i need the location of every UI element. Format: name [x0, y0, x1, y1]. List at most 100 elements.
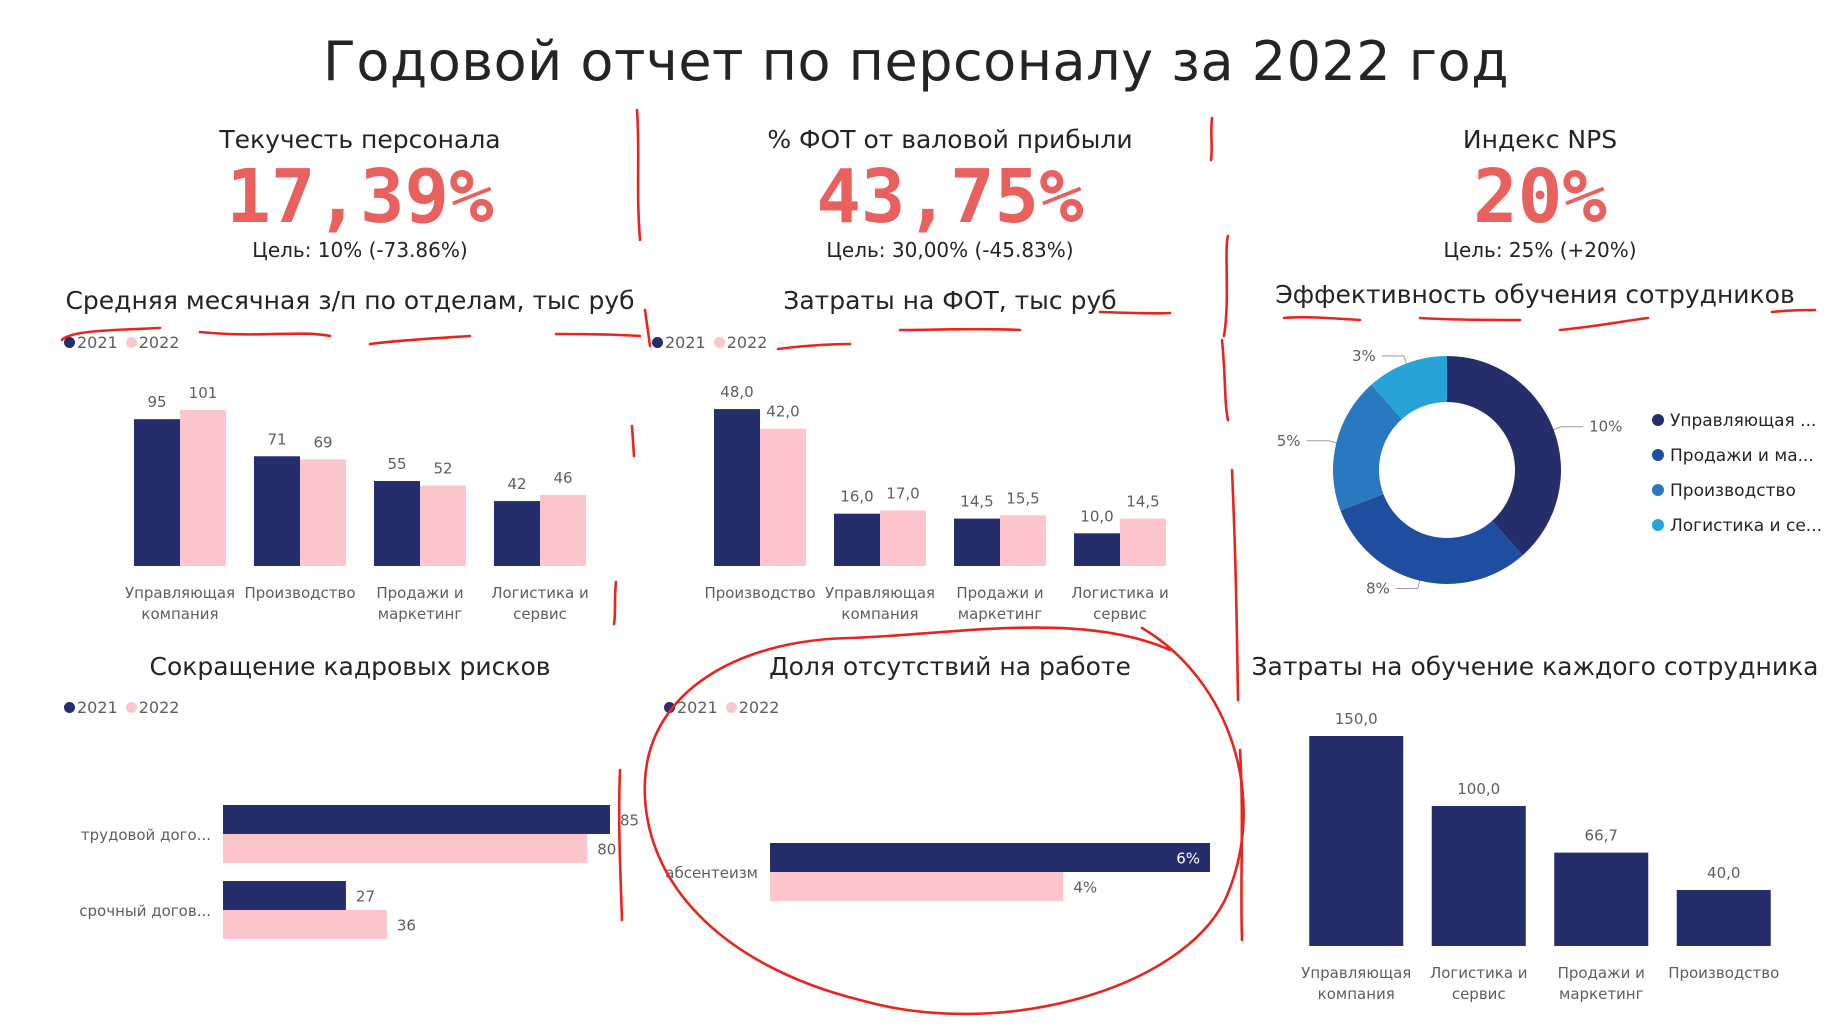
salary-bar-2022-2[interactable]	[420, 485, 466, 566]
fot-data-label: 10,0	[1080, 507, 1113, 525]
cost-category-label: Продажи и	[1558, 964, 1645, 982]
payroll-legend[interactable]: 2021 2022	[652, 333, 775, 352]
risks-chart-title: Сокращение кадровых рисков	[149, 652, 551, 681]
cost-category-label: Логистика и	[1430, 964, 1528, 982]
training-donut-slice-1[interactable]	[1340, 494, 1523, 584]
cost-data-label: 66,7	[1585, 827, 1618, 845]
fot-category-label: Продажи и	[956, 584, 1043, 602]
legend-2022-label: 2022	[726, 333, 768, 352]
salary-category-label: компания	[141, 605, 218, 623]
absence-data-label: 6%	[1176, 850, 1200, 868]
salary-bar-2021-0[interactable]	[134, 419, 180, 566]
training-legend-dot	[1652, 484, 1664, 496]
training-donut-slice-2[interactable]	[1333, 384, 1402, 511]
fot-bar-2021-1[interactable]	[834, 513, 880, 566]
cost-data-label: 150,0	[1335, 710, 1378, 728]
fot-category-label: Логистика и	[1071, 584, 1169, 602]
training-leader-line	[1395, 580, 1421, 589]
fot-bar-2022-0[interactable]	[760, 428, 806, 566]
risks-bar-2021-1[interactable]	[223, 881, 346, 910]
salary-data-label: 46	[553, 469, 572, 487]
training-legend-label: Логистика и се...	[1670, 516, 1822, 536]
fot-bar-2021-3[interactable]	[1074, 533, 1120, 566]
training-data-label: 8%	[1366, 579, 1390, 597]
salary-bar-2022-1[interactable]	[300, 459, 346, 566]
kpi-nps-card[interactable]: Индекс NPS 20% Цель: 25% (+20%)	[1260, 125, 1820, 262]
salary-category-label: маркетинг	[378, 605, 463, 623]
fot-bar-2022-3[interactable]	[1120, 518, 1166, 566]
kpi-turnover-card[interactable]: Текучесть персонала 17,39% Цель: 10% (-7…	[80, 125, 640, 262]
training-leader-line	[1553, 426, 1584, 431]
cost-data-label: 40,0	[1707, 864, 1740, 882]
cost-bar-1[interactable]	[1431, 806, 1526, 946]
kpi-payroll-value: 43,75%	[816, 154, 1084, 240]
fot-bar-2022-2[interactable]	[1000, 515, 1046, 566]
training-leader-line	[1306, 440, 1337, 444]
cost-bar-2[interactable]	[1554, 852, 1649, 946]
risks-category-label: трудовой дого...	[81, 826, 211, 844]
salary-category-label: Управляющая	[125, 584, 235, 602]
absence-bar-2021-0[interactable]	[770, 843, 1210, 872]
fot-data-label: 42,0	[766, 403, 799, 421]
risks-data-label: 85	[620, 812, 639, 830]
fot-bar-2021-0[interactable]	[714, 409, 760, 566]
fot-category-label: Управляющая	[825, 584, 935, 602]
kpi-payroll-label: % ФОТ от валовой прибыли	[767, 125, 1133, 154]
risks-data-label: 80	[597, 841, 616, 859]
fot-category-label: сервис	[1093, 605, 1147, 623]
salary-bar-2021-2[interactable]	[374, 481, 420, 566]
fot-category-label: компания	[841, 605, 918, 623]
kpi-payroll-target: Цель: 30,00% (-45.83%)	[826, 238, 1074, 262]
fot-bar-2022-1[interactable]	[880, 510, 926, 566]
risks-legend[interactable]: 2021 2022	[64, 698, 187, 717]
kpi-payroll-card[interactable]: % ФОТ от валовой прибыли 43,75% Цель: 30…	[670, 125, 1230, 262]
salary-bar-2022-0[interactable]	[180, 409, 226, 566]
risks-bar-2021-0[interactable]	[223, 805, 610, 834]
training-data-label: 5%	[1277, 432, 1301, 450]
cost-category-label: компания	[1318, 985, 1395, 1003]
payroll-chart-title: Затраты на ФОТ, тыс руб	[783, 286, 1117, 315]
training-donut-slice-0[interactable]	[1447, 356, 1561, 556]
risks-bar-2022-1[interactable]	[223, 910, 387, 939]
kpi-turnover-label: Текучесть персонала	[219, 125, 501, 154]
fot-data-label: 17,0	[886, 484, 919, 502]
absence-bar-2022-0[interactable]	[770, 872, 1064, 901]
risks-data-label: 36	[397, 917, 416, 935]
kpi-turnover-value: 17,39%	[226, 154, 494, 240]
training-donut-slice-3[interactable]	[1371, 356, 1447, 420]
fot-data-label: 14,5	[1126, 493, 1159, 511]
salary-category-label: Продажи и	[376, 584, 463, 602]
legend-2021-label: 2021	[77, 698, 118, 717]
fot-data-label: 15,5	[1006, 489, 1039, 507]
training-chart-title: Эффективность обучения сотрудников	[1275, 280, 1795, 309]
report-title: Годовой отчет по персоналу за 2022 год	[322, 30, 1510, 93]
salary-data-label: 69	[313, 433, 332, 451]
salary-category-label: сервис	[513, 605, 567, 623]
salary-bar-2021-3[interactable]	[494, 501, 540, 566]
salary-bar-2022-3[interactable]	[540, 494, 586, 566]
legend-2021-dot	[64, 702, 75, 713]
training-legend-dot	[1652, 414, 1664, 426]
cost-data-label: 100,0	[1457, 780, 1500, 798]
risks-bar-2022-0[interactable]	[223, 834, 588, 863]
fot-bar-2021-2[interactable]	[954, 518, 1000, 566]
salary-category-label: Производство	[244, 584, 355, 602]
legend-2022-dot	[713, 337, 725, 348]
salary-bar-2021-1[interactable]	[254, 456, 300, 566]
training-legend-dot	[1652, 449, 1664, 461]
legend-2021-label: 2021	[665, 333, 706, 352]
kpi-nps-target: Цель: 25% (+20%)	[1443, 238, 1637, 262]
fot-category-label: маркетинг	[958, 605, 1043, 623]
cost-category-label: сервис	[1452, 985, 1506, 1003]
salary-data-label: 95	[147, 393, 166, 411]
kpi-nps-label: Индекс NPS	[1462, 125, 1618, 154]
training-legend-dot	[1652, 519, 1664, 531]
cost-bar-3[interactable]	[1676, 890, 1771, 946]
cost-bar-0[interactable]	[1309, 736, 1404, 946]
risks-data-label: 27	[356, 888, 375, 906]
fot-category-label: Производство	[704, 584, 815, 602]
fot-data-label: 14,5	[960, 493, 993, 511]
training-leader-line	[1381, 355, 1408, 364]
salary-data-label: 52	[433, 460, 452, 478]
